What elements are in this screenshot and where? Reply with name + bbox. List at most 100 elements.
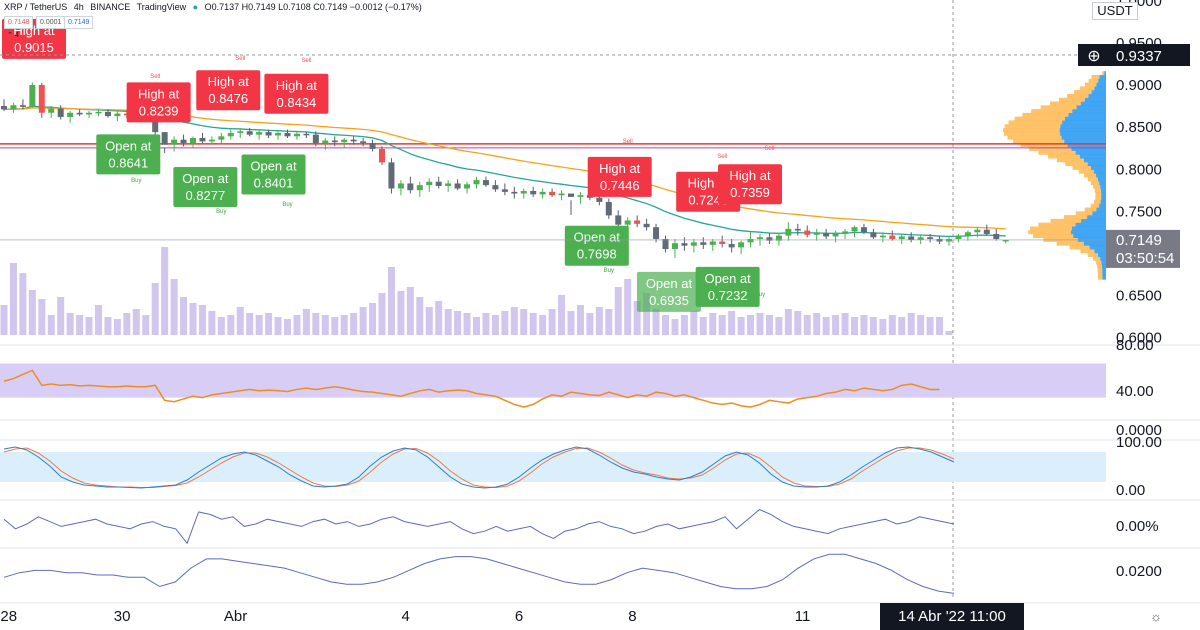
volume-bar <box>378 293 386 335</box>
volume-bar <box>917 315 925 335</box>
candle-body <box>57 108 64 117</box>
candle-body <box>634 220 641 224</box>
volume-bar <box>765 315 773 335</box>
candle-body <box>681 243 688 246</box>
volume-profile-bar-up <box>1071 146 1106 151</box>
candle-body <box>482 180 489 186</box>
time-axis-label: 8 <box>628 608 636 625</box>
volume-bar <box>926 317 934 335</box>
volume-bar <box>76 315 84 335</box>
volume-bar <box>860 315 868 335</box>
volume-profile-bar-up <box>1094 249 1106 254</box>
exchange-label: BINANCE <box>90 2 131 12</box>
candle-body <box>190 138 196 144</box>
volume-profile-bar-down <box>1056 241 1084 246</box>
time-axis-label: 30 <box>114 608 131 625</box>
candle-body <box>114 113 121 117</box>
volume-bar <box>284 319 291 335</box>
candle-body <box>842 231 849 234</box>
volume-profile-bar-up <box>1064 139 1106 144</box>
open-signal-label: Open at 0.8641 <box>96 134 161 175</box>
volume-bar <box>57 297 65 335</box>
price-axis-tick: 0.6500 <box>1116 288 1162 305</box>
volume-profile-bar-down <box>1095 260 1102 265</box>
candle-body <box>95 111 102 114</box>
settings-gear-icon[interactable]: ☼ <box>1150 609 1162 624</box>
interval-label[interactable]: 4h <box>73 2 84 12</box>
volume-profile-bar-down <box>1020 143 1068 148</box>
signal-value: 0.8239 <box>139 103 179 118</box>
collapse-toggle[interactable]: ⌃ 4 <box>7 32 19 39</box>
volume-bar <box>454 311 462 335</box>
buy-mark: Buy <box>131 178 141 184</box>
volume-bar <box>832 315 840 335</box>
candle-body <box>879 235 886 238</box>
volume-profile-bar-down <box>1087 177 1098 182</box>
price-axis-tick: 0.8000 <box>1116 161 1162 178</box>
candle-body <box>161 132 168 145</box>
ask-box[interactable]: 0.7149 <box>64 16 94 29</box>
candle-body <box>757 237 763 239</box>
volume-profile-bar-down <box>1084 82 1097 87</box>
rsi-line <box>3 369 940 408</box>
time-axis-label: 6 <box>515 608 523 625</box>
candle-body <box>350 139 357 142</box>
volume-bar <box>501 311 509 335</box>
volume-profile-bar-down <box>1094 188 1101 193</box>
candle-body <box>397 183 404 189</box>
volume-profile-bar-down <box>1097 271 1103 276</box>
candle-body <box>955 235 962 239</box>
candle-body <box>416 185 423 191</box>
buy-mark: Buy <box>604 268 614 274</box>
currency-selector[interactable]: USDT <box>1092 2 1138 20</box>
volume-profile-bar-up <box>1064 116 1106 121</box>
osc-pct-tick: 0.00% <box>1116 518 1159 535</box>
volume-bar <box>170 279 178 335</box>
volume-bar <box>473 317 480 335</box>
candle-body <box>549 191 556 196</box>
candle-body <box>568 193 574 197</box>
symbol-header[interactable]: XRP / TetherUS 4h BINANCE TradingView ● … <box>4 2 426 12</box>
volume-bar <box>435 301 443 335</box>
volume-profile-bar-down <box>1093 184 1101 189</box>
volume-profile-bar-up <box>1075 150 1106 155</box>
volume-bar <box>586 313 594 335</box>
volume-profile-bar-down <box>1093 199 1101 204</box>
stoch-tick: 100.00 <box>1116 434 1162 451</box>
signal-value: 0.6935 <box>649 293 689 308</box>
stoch-k-line <box>3 446 955 489</box>
stoch-band <box>0 452 1106 482</box>
spread-box: 0.0001 <box>36 16 66 29</box>
rsi-tick: 80.00 <box>1116 337 1154 354</box>
volume-profile-bar-up <box>1093 169 1106 174</box>
volume-profile-bar-down <box>1065 162 1088 167</box>
symbol-name[interactable]: XRP / TetherUS <box>4 2 68 12</box>
open-signal-label: Open at 0.7698 <box>564 225 629 266</box>
candle-body <box>794 228 801 231</box>
time-crosshair-box <box>880 603 1024 630</box>
bid-box[interactable]: 0.7148 <box>4 16 34 29</box>
volume-profile-bar-up <box>1089 245 1106 250</box>
signal-box <box>587 156 652 197</box>
volume-bar <box>756 313 764 335</box>
candle-body <box>246 131 253 135</box>
candle-body <box>435 181 442 186</box>
candle-body <box>823 233 830 237</box>
candle-body <box>511 191 518 194</box>
candle-body <box>719 241 726 245</box>
volume-profile-bar-up <box>1099 203 1106 208</box>
volume-bar <box>369 303 377 335</box>
rsi-tick: 40.00 <box>1116 383 1154 400</box>
candle-body <box>577 195 584 197</box>
volume-bar <box>595 307 603 335</box>
signal-box <box>636 271 701 312</box>
last-price: 0.7149 <box>1116 232 1162 249</box>
volume-bar <box>567 311 575 335</box>
volume-profile-bar-up <box>1079 154 1106 159</box>
volume-bar <box>387 267 395 335</box>
volume-profile-bar-up <box>1100 184 1106 189</box>
candle-body <box>152 114 159 133</box>
volume-profile-bar-down <box>1038 150 1076 155</box>
volume-profile-bar-up <box>1101 260 1106 265</box>
